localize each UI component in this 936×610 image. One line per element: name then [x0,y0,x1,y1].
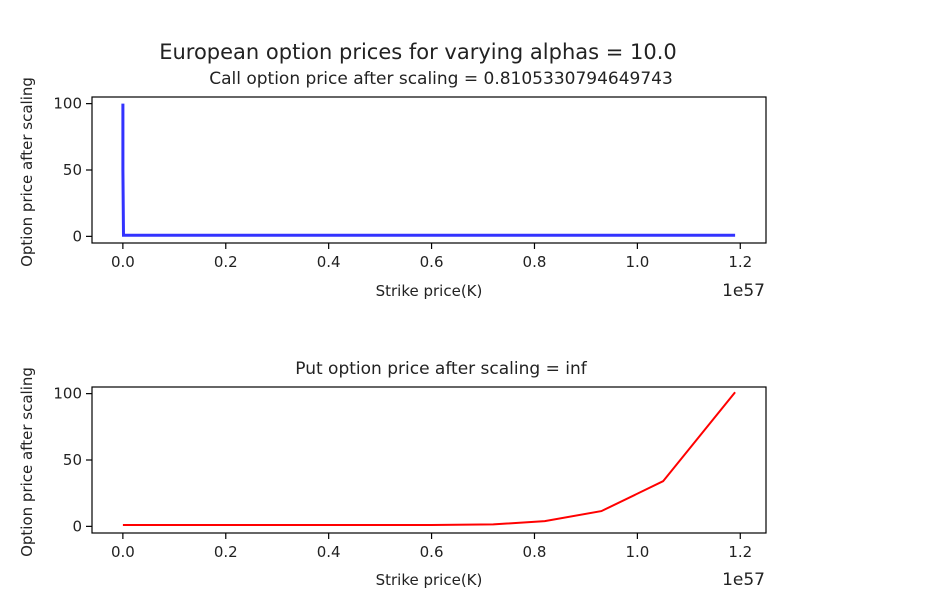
put-x-tick-label: 1.2 [728,543,752,561]
put-plot-frame [91,386,767,534]
call-chart-title: Call option price after scaling = 0.8105… [209,69,673,89]
put-y-tick-label: 50 [63,451,82,469]
call-y-axis-label: Option price after scaling [18,77,36,267]
put-x-tick-label: 0.8 [523,543,547,561]
call-x-tick-label: 0.0 [111,253,135,271]
put-x-axis-label: Strike price(K) [376,571,483,589]
call-y-tick-label: 100 [53,95,82,113]
call-x-tick-label: 0.2 [214,253,238,271]
call-x-tick-label: 1.2 [728,253,752,271]
put-chart-title: Put option price after scaling = inf [295,359,587,379]
put-y-tick-label: 0 [72,517,82,535]
put-y-axis-label: Option price after scaling [18,367,36,557]
put-chart: 0.0 0.2 0.4 0.6 0.8 1.0 1.2 0 50 100 Put option pr… [18,359,767,590]
put-x-tick-label: 0.6 [420,543,444,561]
call-y-tick-label: 50 [63,161,82,179]
call-x-tick-label: 0.6 [420,253,444,271]
call-chart: 0.0 0.2 0.4 0.6 0.8 1.0 1.2 0 50 100 Call option p… [18,69,767,301]
put-x-tick-label: 0.0 [111,543,135,561]
call-plot-frame [91,96,767,244]
put-y-tick-label: 100 [53,385,82,403]
put-x-tick-label: 1.0 [625,543,649,561]
call-series-line-0 [121,103,736,237]
call-x-tick-label: 1.0 [625,253,649,271]
put-x-tick-label: 0.2 [214,543,238,561]
call-x-tick-label: 0.8 [523,253,547,271]
put-x-tick-label: 0.4 [317,543,341,561]
call-x-axis-label: Strike price(K) [376,282,483,300]
put-x-offset-label: 1e57 [722,570,765,590]
figure-suptitle: European option prices for varying alpha… [159,40,677,64]
call-x-offset-label: 1e57 [722,281,765,301]
call-x-tick-label: 0.4 [317,253,341,271]
put-series-line-0 [122,391,736,526]
call-y-tick-label: 0 [72,227,82,245]
